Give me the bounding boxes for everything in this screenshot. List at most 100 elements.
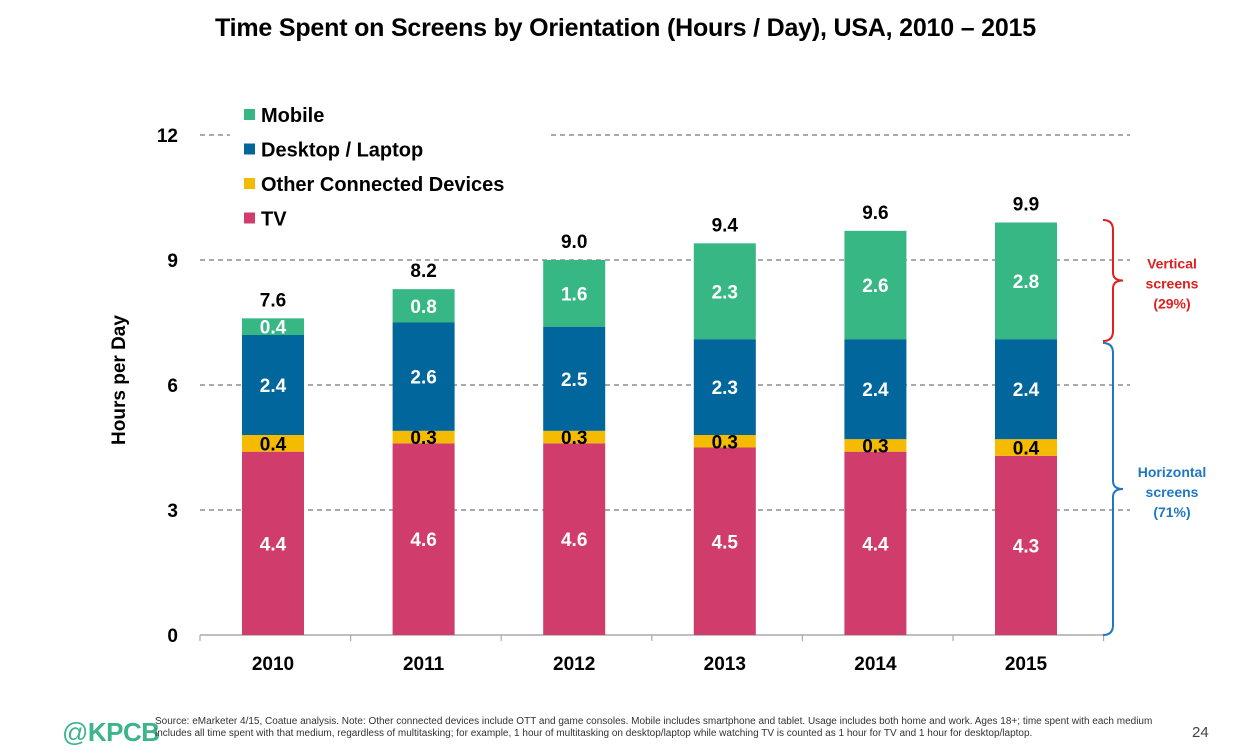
data-label: 2.6: [410, 368, 436, 389]
brace-icon: [1102, 342, 1124, 636]
legend-background: [230, 100, 550, 240]
bar-tv: [844, 451, 907, 635]
chart-title: Time Spent on Screens by Orientation (Ho…: [215, 14, 1036, 42]
bar-other-connected-devices: [844, 439, 907, 452]
y-tick-label: 12: [157, 126, 178, 147]
data-label: 4.4: [862, 534, 889, 555]
y-tick-label: 3: [167, 501, 178, 522]
orientation-annotations: Vertical screens (29%) Horizontal screens (71…: [1102, 219, 1206, 636]
legend-label: TV: [261, 209, 287, 231]
kpcb-logo: @KPCB: [62, 717, 160, 748]
data-label: 0.3: [712, 432, 738, 453]
page-number: 24: [1192, 724, 1209, 741]
brace-icon: [1102, 219, 1124, 342]
stacked-bar-chart: 0 3 6 9 12 2010 2011 2012 2013 2014 2015 4.4 0.4 2.…: [109, 100, 1207, 675]
bar-desktop-laptop: [995, 339, 1057, 440]
x-tick-label: 2015: [1005, 654, 1048, 675]
y-tick-label: 0: [167, 626, 178, 647]
legend-swatch: [244, 109, 255, 120]
bar-other-connected-devices: [693, 435, 756, 448]
total-label: 9.6: [862, 203, 888, 224]
legend-swatch: [244, 212, 255, 224]
legend-item: Other Connected Devices: [244, 174, 504, 196]
bar-mobile: [995, 222, 1057, 340]
logo-at-sign: @: [62, 717, 88, 747]
data-label: 0.3: [862, 436, 888, 457]
data-label: 0.4: [1013, 439, 1040, 460]
data-label: 2.4: [260, 376, 287, 397]
legend-label: Mobile: [261, 105, 324, 127]
total-label: 9.9: [1013, 195, 1039, 216]
data-label: 0.3: [561, 428, 587, 449]
annotation-text: (29%): [1153, 296, 1190, 312]
legend-label: Other Connected Devices: [261, 174, 504, 196]
bar-desktop-laptop: [543, 326, 606, 431]
bar-mobile: [844, 230, 907, 340]
data-label: 0.4: [260, 434, 287, 455]
data-label: 2.8: [1013, 272, 1039, 293]
bar-stack-2011: 4.6 0.3 2.6 0.8 8.2: [392, 261, 455, 635]
bar-other-connected-devices: [392, 430, 455, 444]
bar-mobile: [543, 260, 606, 327]
data-label: 4.4: [260, 534, 287, 555]
x-tick-label: 2012: [553, 654, 595, 675]
data-label: 2.4: [1013, 380, 1040, 401]
annotation-text: screens: [1146, 484, 1199, 500]
total-label: 8.2: [410, 261, 436, 282]
data-label: 0.8: [410, 297, 436, 318]
total-label: 9.4: [712, 215, 739, 236]
annotation-text: Horizontal: [1138, 464, 1206, 480]
bar-mobile: [392, 289, 455, 323]
bar-stack-2014: 4.4 0.3 2.4 2.6 9.6: [844, 203, 907, 635]
logo-text: KPCB: [87, 717, 160, 747]
data-label: 2.3: [712, 282, 738, 303]
legend-swatch: [244, 143, 255, 155]
data-label: 4.5: [712, 532, 739, 553]
legend-item: TV: [244, 209, 287, 231]
data-label: 2.5: [561, 370, 588, 391]
gridlines: [200, 100, 1130, 511]
bar-mobile: [693, 243, 756, 340]
data-label: 4.3: [1013, 536, 1039, 557]
data-label: 2.6: [862, 276, 888, 297]
y-tick-label: 9: [167, 251, 178, 272]
bar-stack-2013: 4.5 0.3 2.3 2.3 9.4: [693, 215, 756, 635]
annotation-text: screens: [1146, 276, 1199, 292]
legend-label: Desktop / Laptop: [261, 140, 423, 162]
bar-stack-2010: 4.4 0.4 2.4 0.4 7.6: [242, 290, 304, 635]
footer: @KPCB Source: eMarketer 4/15, Coatue ana…: [0, 710, 1251, 756]
x-tick-label: 2010: [252, 654, 294, 675]
data-label: 0.3: [410, 428, 436, 449]
bar-stack-2012: 4.6 0.3 2.5 1.6 9.0: [543, 232, 606, 635]
x-tick-label: 2014: [854, 654, 897, 675]
bar-tv: [392, 443, 455, 635]
bar-mobile: [242, 318, 304, 335]
bar-desktop-laptop: [844, 339, 907, 440]
annotation-text: (71%): [1153, 504, 1190, 520]
bars: 4.4 0.4 2.4 0.4 7.6 4.6 0.3 2.6 0.8 8.2 4.6 0.3 2.5 1…: [242, 195, 1057, 635]
legend: Mobile Desktop / Laptop Other Connected De…: [244, 105, 504, 231]
vertical-screens-annotation: Vertical screens (29%): [1102, 219, 1199, 342]
total-label: 7.6: [260, 290, 286, 311]
data-label: 2.4: [862, 380, 889, 401]
bar-desktop-laptop: [392, 322, 455, 431]
legend-item: Mobile: [244, 105, 324, 127]
total-label: 9.0: [561, 232, 587, 253]
data-label: 0.4: [260, 318, 287, 339]
source-note: Source: eMarketer 4/15, Coatue analysis.…: [155, 716, 1153, 739]
data-label: 2.3: [712, 378, 738, 399]
bar-tv: [242, 451, 304, 635]
bar-tv: [543, 443, 606, 635]
y-tick-label: 6: [167, 376, 178, 397]
data-label: 4.6: [561, 530, 587, 551]
horizontal-screens-annotation: Horizontal screens (71%): [1102, 342, 1206, 636]
x-tick-label: 2013: [704, 654, 746, 675]
bar-stack-2015: 4.3 0.4 2.4 2.8 9.9: [995, 195, 1057, 635]
bar-other-connected-devices: [543, 430, 606, 444]
bar-desktop-laptop: [693, 339, 756, 435]
x-tick-label: 2011: [403, 654, 445, 675]
y-axis-title: Hours per Day: [109, 315, 130, 445]
data-label: 1.6: [561, 284, 587, 305]
x-axis: 2010 2011 2012 2013 2014 2015: [199, 634, 1105, 675]
legend-item: Desktop / Laptop: [244, 140, 423, 162]
